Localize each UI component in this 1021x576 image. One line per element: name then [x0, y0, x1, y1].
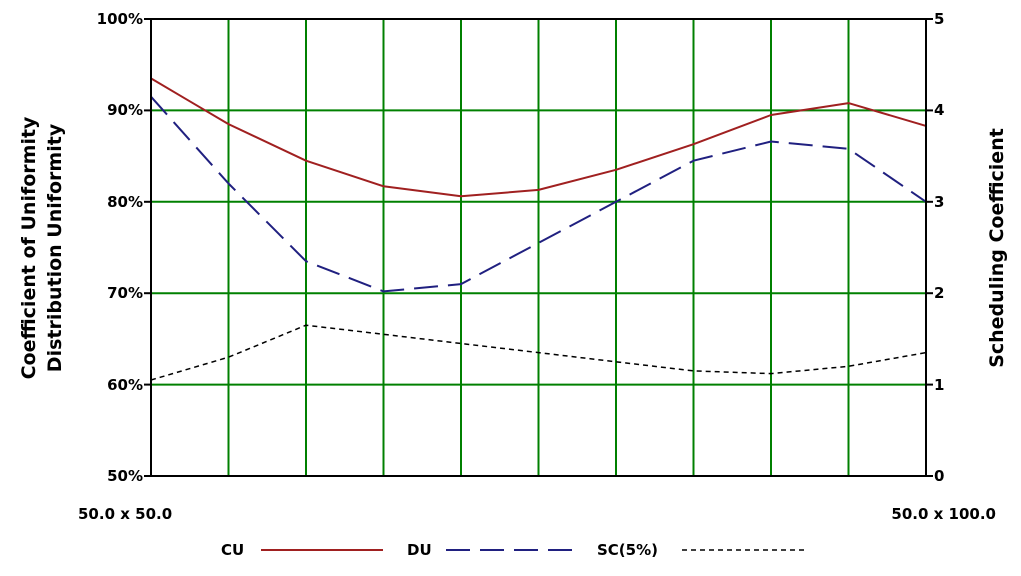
right-axis-ticks: 5 4 3 2 1 0 [934, 10, 944, 485]
x-start-label: 50.0 x 50.0 [78, 505, 172, 523]
right-axis-title: Scheduling Coefficient [986, 128, 1008, 368]
series-line-du [150, 96, 927, 293]
series-line-cu [150, 77, 927, 198]
left-tick-label: 70% [107, 284, 143, 302]
legend-label-du: DU [407, 541, 432, 559]
left-tick-label: 100% [97, 10, 143, 28]
right-tick-label: 5 [934, 10, 944, 28]
left-tick-label: 60% [107, 376, 143, 394]
legend-label-sc: SC(5%) [597, 541, 658, 559]
right-tick-label: 1 [934, 376, 944, 394]
right-tick-label: 0 [934, 467, 944, 485]
x-end-label: 50.0 x 100.0 [891, 505, 996, 523]
left-tick-label: 50% [107, 467, 143, 485]
axes [144, 18, 933, 477]
series-layer [150, 77, 927, 381]
left-tick-label: 90% [107, 101, 143, 119]
left-axis-title-line1: Coefficient of Uniformity [18, 116, 40, 379]
series-line-sc-5 [150, 324, 927, 381]
right-tick-label: 3 [934, 193, 944, 211]
right-tick-label: 4 [934, 101, 944, 119]
legend-label-cu: CU [221, 541, 244, 559]
right-tick-label: 2 [934, 284, 944, 302]
left-tick-label: 80% [107, 193, 143, 211]
legend: CU DU SC(5%) [221, 541, 805, 559]
left-axis-title-line2: Distribution Uniformity [44, 123, 66, 372]
left-axis-ticks: 100% 90% 80% 70% 60% 50% [97, 10, 143, 485]
